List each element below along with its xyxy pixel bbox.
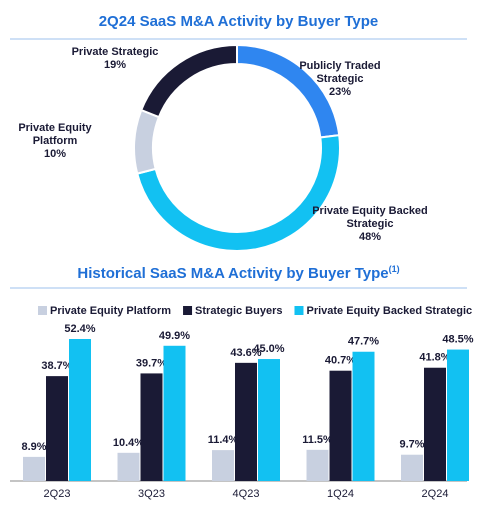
bar (140, 373, 163, 481)
segment-name: Private Strategic (71, 46, 159, 58)
x-tick-label: 3Q23 (138, 488, 165, 500)
bar (401, 454, 423, 481)
x-tick-label: 2Q23 (44, 488, 71, 500)
bar (46, 376, 68, 481)
bar (212, 450, 234, 481)
data-label: 47.7% (348, 336, 379, 348)
donut-segment (139, 43, 238, 119)
data-label: 43.6% (230, 347, 261, 359)
x-tick-label: 2Q24 (422, 488, 449, 500)
data-label: 10.4% (113, 437, 144, 449)
bar (424, 367, 446, 481)
bar (235, 362, 257, 481)
legend-swatch (183, 306, 193, 315)
data-label: 52.4% (64, 323, 95, 335)
segment-label: Private Equity Platform 10% (10, 122, 100, 161)
data-label: 38.7% (41, 360, 72, 372)
chart-title: Historical SaaS M&A Activity by Buyer Ty… (0, 264, 477, 282)
donut-segment (133, 108, 161, 175)
data-label: 11.4% (208, 434, 239, 446)
segment-value: 10% (43, 148, 67, 160)
data-label: 8.9% (21, 441, 46, 453)
segment-value: 48% (358, 231, 382, 243)
legend-swatch (38, 306, 47, 315)
data-label: 39.7% (136, 357, 167, 369)
segment-label: Publicly Traded Strategic 23% (275, 60, 405, 99)
data-label: 40.7% (325, 355, 356, 367)
segment-value: 23% (328, 86, 352, 98)
segment-label: Private Equity Backed Strategic 48% (305, 205, 435, 244)
data-label: 9.7% (399, 439, 424, 451)
bar (447, 349, 469, 481)
x-tick-label: 1Q24 (327, 488, 354, 500)
bar (352, 351, 375, 481)
legend-label: Private Equity Backed Strategic (306, 305, 472, 317)
bar (69, 339, 91, 481)
bar (306, 449, 329, 481)
legend-label: Private Equity Platform (50, 305, 171, 317)
chart-title: 2Q24 SaaS M&A Activity by Buyer Type (98, 13, 379, 30)
segment-name: Private Equity Backed Strategic (312, 205, 428, 230)
x-tick-label: 4Q23 (233, 488, 260, 500)
bar (117, 452, 140, 481)
segment-name: Publicly Traded Strategic (299, 60, 381, 85)
segment-name: Private Equity Platform (18, 122, 92, 147)
title-note: (1) (388, 264, 400, 274)
bar (329, 370, 352, 481)
data-label: 49.9% (159, 330, 190, 342)
data-label: 45.0% (253, 343, 284, 355)
data-label: 48.5% (442, 334, 473, 346)
bar (23, 456, 45, 481)
segment-label: Private Strategic 19% (70, 46, 160, 72)
title-text: Historical SaaS M&A Activity by Buyer Ty… (77, 265, 389, 282)
legend-label: Strategic Buyers (195, 305, 282, 317)
data-label: 11.5% (302, 434, 333, 446)
legend-swatch (294, 306, 304, 315)
bar (163, 345, 186, 481)
data-label: 41.8% (419, 352, 450, 364)
segment-value: 19% (103, 59, 127, 71)
bar (258, 359, 280, 481)
